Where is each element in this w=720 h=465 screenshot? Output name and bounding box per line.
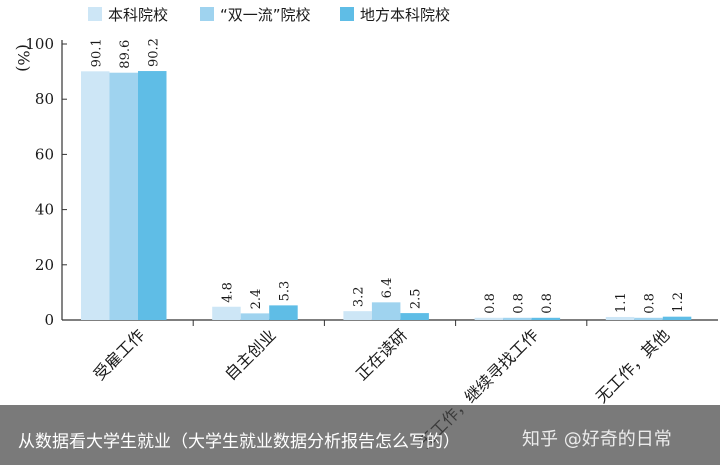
bar-0-4	[605, 316, 635, 320]
bar-2-2	[400, 313, 429, 320]
x-category-label: 无工作，其他	[592, 325, 673, 406]
legend-label: “双一流”院校	[220, 6, 311, 24]
data-label: 0.8	[643, 293, 658, 314]
legend-label: 地方本科院校	[360, 6, 450, 24]
bar-2-4	[662, 316, 692, 320]
x-category-label: 正在读研	[352, 325, 411, 384]
y-tick-label: 60	[35, 145, 54, 163]
y-tick-label: 20	[35, 256, 54, 274]
legend-swatch	[200, 7, 214, 21]
bar-0-1	[212, 306, 241, 320]
data-label: 1.2	[671, 292, 686, 313]
data-label: 2.5	[409, 288, 424, 309]
data-label: 0.8	[511, 293, 526, 314]
data-label: 0.8	[540, 293, 555, 314]
y-tick-label: 80	[35, 90, 54, 108]
data-label: 2.4	[249, 289, 264, 310]
bar-2-0	[138, 71, 167, 320]
data-label: 4.8	[220, 282, 235, 303]
bar-1-0	[109, 72, 138, 320]
bar-0-3	[474, 317, 504, 320]
bar-1-3	[503, 317, 532, 320]
bar-1-2	[371, 302, 401, 320]
bar-1-1	[240, 313, 270, 320]
data-label: 1.1	[614, 292, 629, 313]
bar-2-3	[531, 317, 561, 320]
y-tick-label: 0	[44, 311, 54, 329]
y-tick-label: 100	[25, 35, 54, 53]
legend-swatch	[340, 7, 354, 21]
data-label: 3.2	[352, 286, 367, 307]
data-label: 90.2	[146, 38, 161, 67]
data-label: 89.6	[118, 40, 133, 69]
bar-0-0	[81, 71, 110, 320]
caption-text: 从数据看大学生就业（大学生就业数据分析报告怎么写的）	[18, 432, 460, 452]
bar-2-1	[269, 305, 298, 320]
y-axis-label: (%)	[14, 44, 33, 72]
data-label: 5.3	[277, 281, 292, 302]
data-label: 0.8	[483, 293, 498, 314]
caption-bar: 从数据看大学生就业（大学生就业数据分析报告怎么写的） 知乎 @好奇的日常	[0, 405, 720, 465]
data-label: 6.4	[380, 278, 395, 299]
y-tick-label: 40	[35, 201, 54, 219]
x-category-label: 自主创业	[221, 325, 280, 384]
legend-label: 本科院校	[108, 6, 168, 24]
x-category-label: 受雇工作	[90, 325, 149, 384]
bar-0-2	[343, 311, 372, 320]
data-label: 90.1	[89, 38, 104, 67]
legend-swatch	[88, 7, 102, 21]
watermark: 知乎 @好奇的日常	[522, 429, 672, 450]
bar-1-4	[634, 317, 663, 320]
